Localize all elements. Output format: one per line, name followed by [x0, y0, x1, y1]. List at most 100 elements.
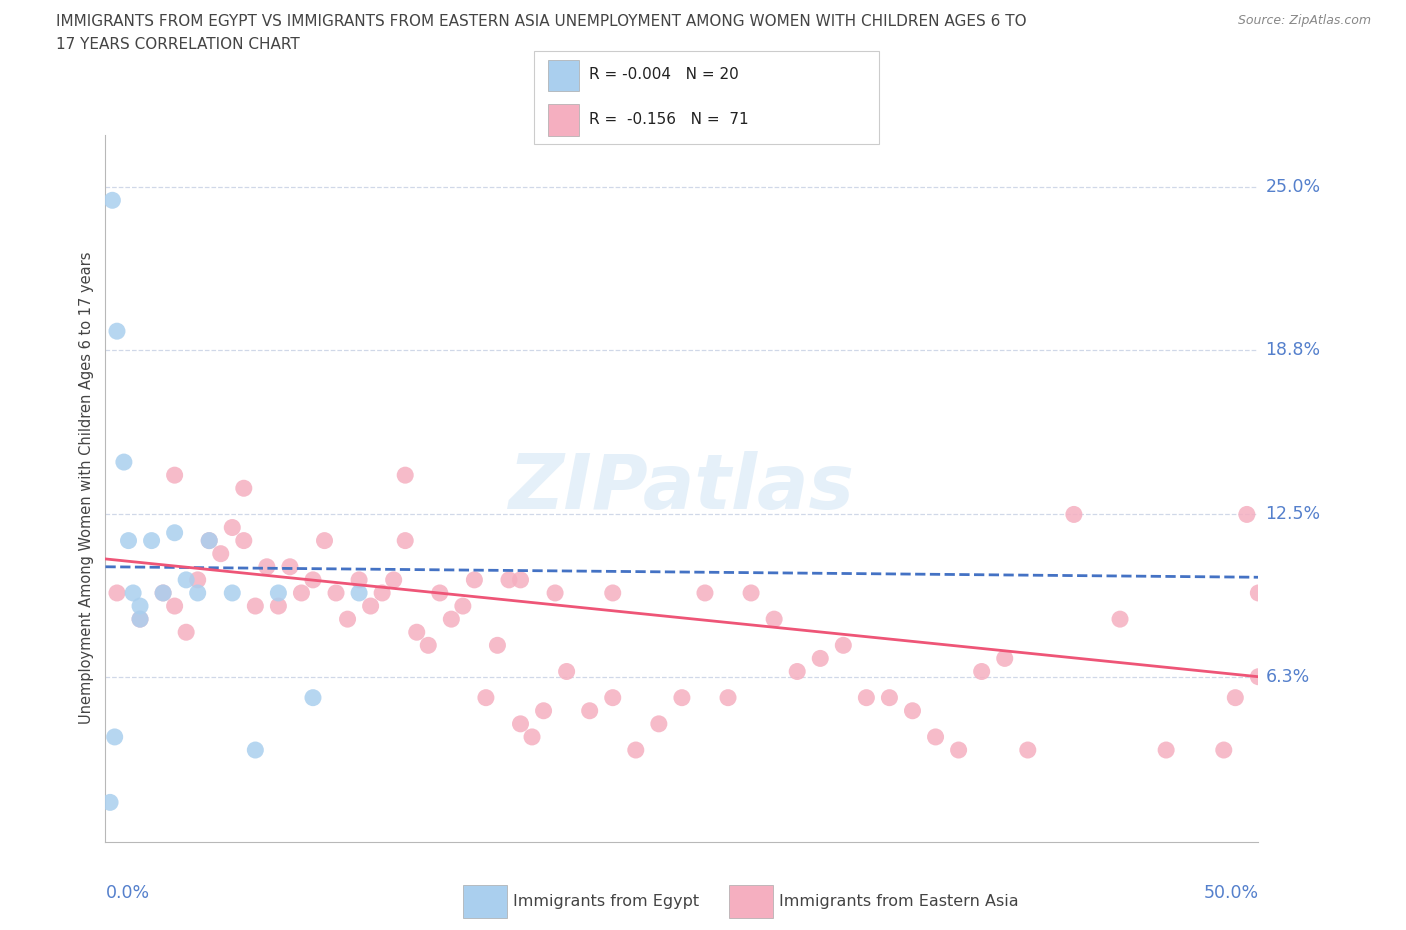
Point	[855, 690, 877, 705]
Bar	[548, 60, 579, 91]
Point	[418, 638, 440, 653]
Point	[1063, 507, 1085, 522]
Point	[187, 586, 209, 601]
Point	[232, 533, 254, 548]
Text: 17 YEARS CORRELATION CHART: 17 YEARS CORRELATION CHART	[56, 37, 299, 52]
Point	[382, 573, 405, 588]
Point	[117, 533, 139, 548]
Text: R = -0.004   N = 20: R = -0.004 N = 20	[589, 67, 740, 83]
Point	[129, 612, 152, 627]
Point	[302, 690, 325, 705]
Point	[163, 468, 186, 483]
Text: ZIPatlas: ZIPatlas	[509, 451, 855, 525]
Point	[174, 625, 197, 640]
Point	[693, 586, 716, 601]
Point	[832, 638, 855, 653]
Point	[786, 664, 808, 679]
Point	[152, 586, 174, 601]
Point	[129, 612, 152, 627]
Point	[1236, 507, 1258, 522]
Point	[187, 573, 209, 588]
Point	[1109, 612, 1132, 627]
Point	[141, 533, 163, 548]
Point	[763, 612, 786, 627]
Bar	[728, 885, 773, 919]
Point	[1247, 670, 1270, 684]
Point	[105, 324, 128, 339]
Text: 50.0%: 50.0%	[1204, 884, 1258, 901]
Point	[302, 573, 325, 588]
Point	[198, 533, 221, 548]
Point	[394, 468, 416, 483]
Point	[1225, 690, 1247, 705]
Point	[463, 573, 485, 588]
Point	[112, 455, 135, 470]
Point	[451, 599, 474, 614]
Point	[104, 729, 127, 744]
Text: R =  -0.156   N =  71: R = -0.156 N = 71	[589, 113, 749, 127]
Point	[624, 742, 647, 757]
Point	[371, 586, 394, 601]
Point	[105, 586, 128, 601]
Text: 12.5%: 12.5%	[1265, 505, 1320, 524]
Point	[429, 586, 451, 601]
Point	[994, 651, 1017, 666]
Point	[221, 520, 243, 535]
Text: 25.0%: 25.0%	[1265, 179, 1320, 196]
Point	[278, 559, 301, 574]
Point	[602, 586, 624, 601]
Point	[1247, 586, 1270, 601]
Point	[648, 716, 671, 731]
Point	[101, 193, 124, 207]
Point	[520, 729, 543, 744]
Point	[602, 690, 624, 705]
Point	[122, 586, 145, 601]
Point	[671, 690, 693, 705]
Point	[405, 625, 427, 640]
Point	[245, 599, 267, 614]
Point	[267, 599, 290, 614]
Point	[498, 573, 520, 588]
Text: IMMIGRANTS FROM EGYPT VS IMMIGRANTS FROM EASTERN ASIA UNEMPLOYMENT AMONG WOMEN W: IMMIGRANTS FROM EGYPT VS IMMIGRANTS FROM…	[56, 14, 1026, 29]
Point	[221, 586, 243, 601]
Text: Source: ZipAtlas.com: Source: ZipAtlas.com	[1237, 14, 1371, 27]
Point	[509, 716, 531, 731]
Point	[578, 703, 600, 718]
Point	[290, 586, 312, 601]
Y-axis label: Unemployment Among Women with Children Ages 6 to 17 years: Unemployment Among Women with Children A…	[79, 252, 94, 724]
Point	[717, 690, 740, 705]
Point	[486, 638, 509, 653]
Point	[347, 573, 370, 588]
Point	[509, 573, 531, 588]
Point	[440, 612, 463, 627]
Bar	[548, 104, 579, 136]
Point	[336, 612, 359, 627]
Point	[267, 586, 290, 601]
Point	[163, 525, 186, 540]
Point	[98, 795, 121, 810]
Point	[544, 586, 567, 601]
Point	[533, 703, 555, 718]
Point	[740, 586, 762, 601]
Point	[808, 651, 831, 666]
Point	[1017, 742, 1039, 757]
FancyBboxPatch shape	[534, 51, 879, 144]
Point	[129, 599, 152, 614]
Point	[394, 533, 416, 548]
Text: Immigrants from Egypt: Immigrants from Egypt	[513, 894, 699, 910]
Bar	[463, 885, 508, 919]
Text: 0.0%: 0.0%	[105, 884, 149, 901]
Point	[475, 690, 498, 705]
Point	[198, 533, 221, 548]
Text: Immigrants from Eastern Asia: Immigrants from Eastern Asia	[779, 894, 1019, 910]
Point	[1154, 742, 1177, 757]
Point	[901, 703, 924, 718]
Point	[163, 599, 186, 614]
Point	[360, 599, 382, 614]
Text: 6.3%: 6.3%	[1265, 668, 1309, 685]
Point	[1212, 742, 1234, 757]
Point	[970, 664, 993, 679]
Point	[209, 546, 232, 561]
Point	[555, 664, 578, 679]
Point	[948, 742, 970, 757]
